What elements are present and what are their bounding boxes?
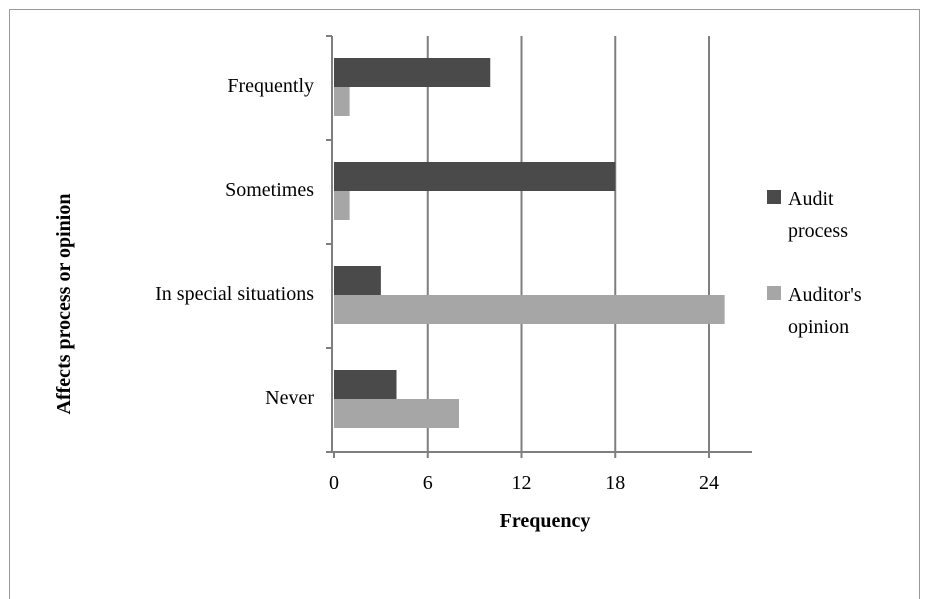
x-tick-label-12: 12: [512, 472, 532, 494]
category-label-0: Frequently: [227, 75, 314, 97]
bar-auditors-opinion-3: [334, 399, 459, 428]
legend: Audit process Auditor's opinion: [767, 188, 862, 338]
category-label-1: Sometimes: [225, 179, 314, 201]
x-tick-label-18: 18: [605, 472, 625, 494]
legend-label-1-1: opinion: [788, 316, 849, 338]
gridlines: [426, 36, 710, 452]
bar-auditors-opinion-0: [334, 87, 350, 116]
bar-auditors-opinion-2: [334, 295, 725, 324]
x-tick-label-6: 6: [423, 472, 433, 494]
legend-label-1-0: Auditor's: [788, 284, 862, 306]
legend-swatch-1: [767, 286, 781, 300]
bar-auditors-opinion-1: [334, 191, 350, 220]
category-labels: Frequently Sometimes In special situations…: [155, 75, 314, 409]
legend-label-0-0: Audit: [788, 188, 834, 210]
y-axis-title: Affects process or opinion: [53, 194, 75, 415]
bars: [334, 58, 725, 428]
x-tick-label-24: 24: [699, 472, 719, 494]
bar-audit-process-2: [334, 266, 381, 295]
x-tick-labels: 0 6 12 18 24: [329, 472, 719, 494]
bar-audit-process-0: [334, 58, 491, 87]
axes: [326, 35, 752, 458]
bar-audit-process-1: [334, 162, 616, 191]
legend-swatch-0: [767, 190, 781, 204]
bar-audit-process-3: [334, 370, 397, 399]
category-label-2: In special situations: [155, 283, 314, 305]
x-axis-title: Frequency: [500, 510, 591, 532]
x-tick-label-0: 0: [329, 472, 339, 494]
category-label-3: Never: [265, 387, 314, 409]
chart-frame: [9, 9, 920, 599]
legend-label-0-1: process: [788, 220, 848, 242]
